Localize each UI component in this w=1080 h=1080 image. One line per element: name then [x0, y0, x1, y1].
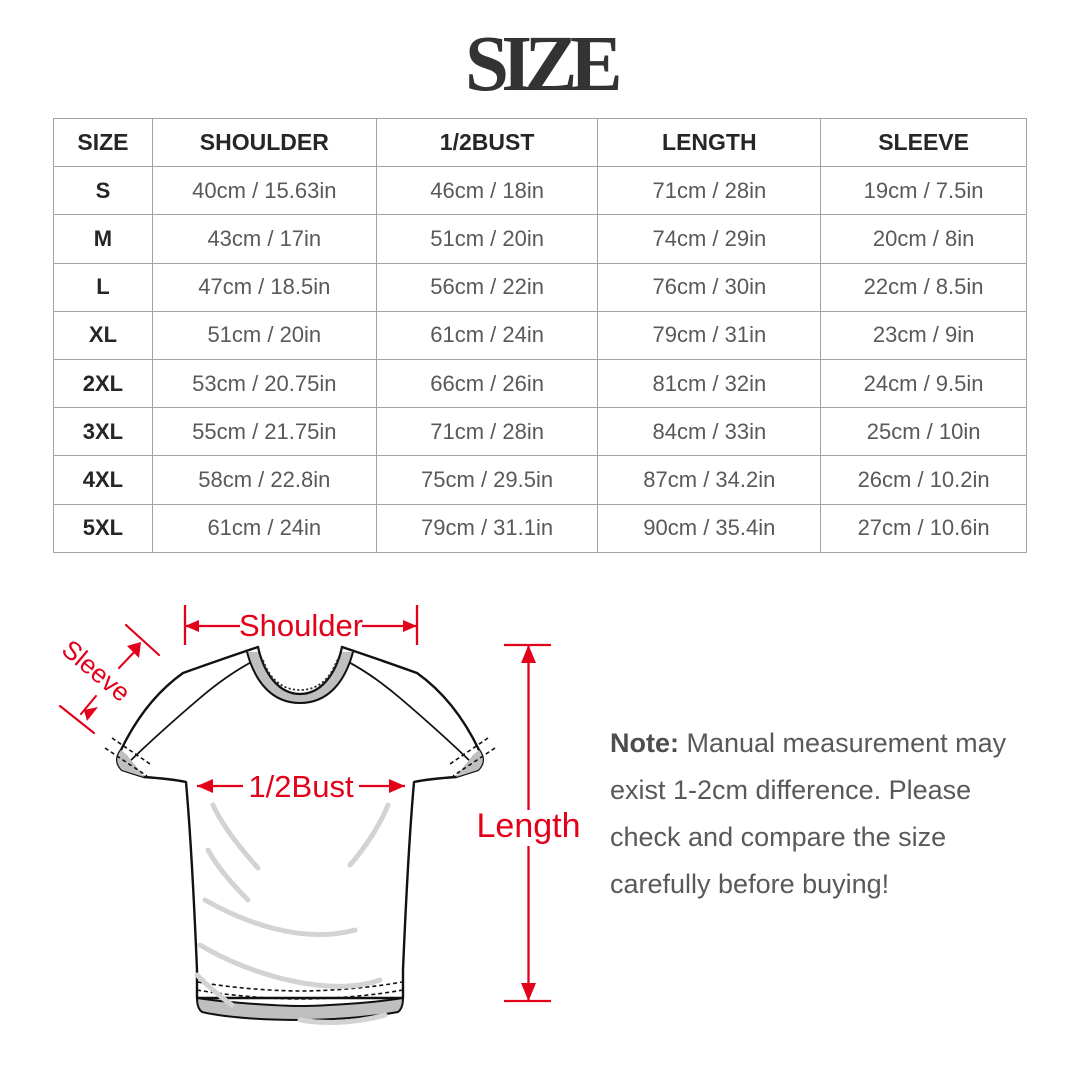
svg-text:1/2Bust: 1/2Bust — [248, 769, 354, 804]
svg-text:Shoulder: Shoulder — [239, 608, 363, 643]
svg-text:Length: Length — [477, 807, 581, 845]
